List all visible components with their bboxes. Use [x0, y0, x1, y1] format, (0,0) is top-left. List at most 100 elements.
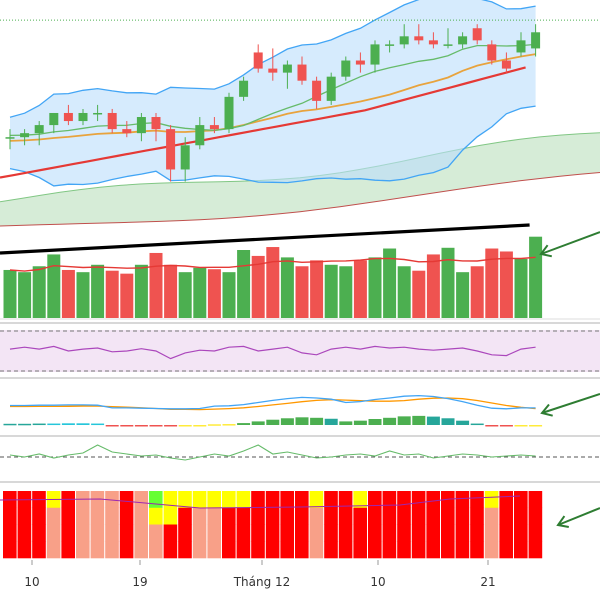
x-axis-tick-label: Tháng 12	[233, 575, 291, 589]
heatmap-cell	[338, 491, 353, 509]
volume-bar	[134, 264, 148, 318]
volume-bar	[18, 272, 32, 318]
macd-histogram-bar	[149, 425, 163, 427]
macd-histogram-bar	[18, 423, 32, 426]
heatmap-cell	[192, 524, 207, 542]
volume-bar	[353, 260, 367, 318]
macd-histogram-bar	[456, 420, 470, 425]
heatmap-cell	[265, 541, 280, 559]
volume-bar	[178, 272, 192, 318]
heatmap-cell	[46, 541, 61, 559]
candle-body	[516, 40, 526, 53]
heatmap-cell	[134, 524, 148, 542]
heatmap-cell	[3, 524, 17, 542]
candle-body	[268, 68, 278, 73]
macd-histogram-bar	[251, 421, 265, 425]
heatmap-cell	[514, 507, 528, 525]
heatmap-cell	[353, 491, 367, 509]
heatmap-cell	[338, 507, 353, 525]
heatmap-cell	[3, 541, 17, 559]
heatmap-cell	[353, 524, 367, 542]
macd-histogram-bar	[3, 423, 17, 426]
heatmap-cell	[119, 541, 134, 559]
heatmap-cell	[514, 524, 528, 542]
heatmap-cell	[134, 491, 148, 509]
heatmap-cell	[265, 491, 280, 509]
candle	[516, 32, 526, 57]
volume-panel	[0, 223, 600, 320]
macd-line	[10, 394, 536, 410]
candle-body	[341, 60, 351, 77]
candle	[180, 137, 190, 182]
x-axis-tick-label: 10	[24, 575, 39, 589]
heatmap-cell	[178, 541, 192, 559]
volume-bar	[514, 258, 528, 318]
heatmap-cell	[514, 491, 528, 509]
annotation-arrows	[539, 231, 600, 528]
candle	[385, 40, 395, 53]
candle	[355, 52, 365, 73]
heatmap-cell	[324, 507, 338, 525]
candle-body	[531, 32, 541, 49]
heatmap-cell	[368, 541, 382, 559]
heatmap-cell	[528, 507, 543, 525]
heatmap-cell	[353, 507, 367, 525]
candle-body	[355, 60, 365, 65]
candle	[458, 32, 468, 49]
heatmap-cell	[222, 524, 236, 542]
volume-bar	[485, 248, 499, 318]
macd-histogram-bar	[295, 417, 309, 425]
heatmap-cell	[76, 524, 90, 542]
macd-histogram-bar	[207, 424, 221, 426]
candle-body	[209, 125, 219, 130]
volume-bar	[251, 255, 265, 318]
heatmap-cell	[17, 507, 32, 525]
macd-histogram-bar	[514, 425, 528, 427]
heatmap-cell	[17, 524, 32, 542]
candle-body	[428, 40, 438, 45]
candle	[501, 52, 511, 73]
candle	[341, 56, 351, 81]
macd-histogram-bar	[61, 423, 75, 425]
volume-bar	[310, 260, 324, 318]
candle-body	[282, 64, 292, 73]
heatmap-cell	[163, 541, 178, 559]
heatmap-cell	[251, 491, 265, 509]
macd-histogram-bar	[91, 423, 105, 426]
candle	[312, 76, 322, 109]
heatmap-cell	[499, 524, 513, 542]
candle-body	[385, 44, 395, 46]
candle	[326, 72, 336, 105]
candle-body	[93, 112, 103, 115]
heatmap-cell	[397, 524, 411, 542]
candle	[93, 104, 103, 122]
volume-bar	[207, 269, 221, 318]
heatmap-cell	[149, 541, 163, 559]
heatmap-cell	[207, 507, 221, 525]
heatmap-cell	[382, 507, 397, 525]
candle	[531, 24, 541, 57]
heatmap-cell	[222, 507, 236, 525]
heatmap-cell	[251, 524, 265, 542]
candle-body	[399, 36, 409, 45]
annotation-arrow-head	[556, 515, 569, 528]
heatmap-cell	[119, 491, 134, 509]
heatmap-cell	[192, 507, 207, 525]
macd-histogram-bar	[134, 425, 148, 427]
macd-histogram-bar	[237, 423, 251, 425]
heatmap-cell	[368, 524, 382, 542]
heatmap-cell	[134, 507, 148, 525]
candle-body	[20, 133, 30, 138]
candle-body	[49, 112, 59, 126]
volume-bar	[120, 273, 134, 318]
candle-body	[326, 76, 336, 101]
heatmap-cell	[397, 541, 411, 559]
heatmap-cell	[324, 491, 338, 509]
x-axis-tick-label: 19	[132, 575, 147, 589]
candle	[20, 129, 30, 146]
annotation-arrow-head	[539, 244, 553, 258]
heatmap-cell	[426, 507, 440, 525]
candle	[5, 129, 15, 150]
candle-body	[297, 64, 307, 81]
cloud-span-b	[0, 172, 600, 227]
